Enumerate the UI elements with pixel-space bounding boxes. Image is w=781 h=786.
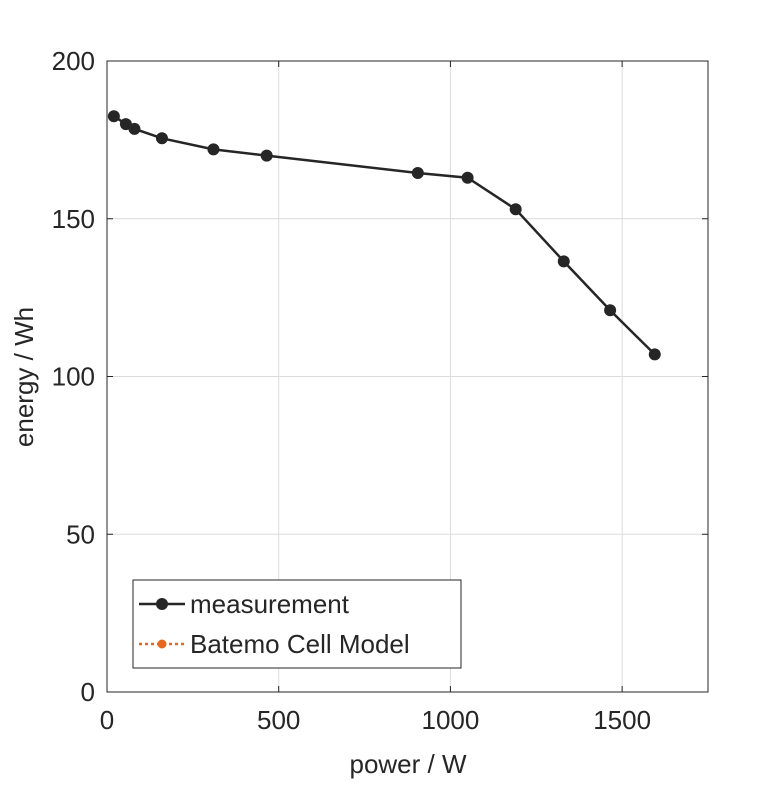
- series-layer: [107, 110, 661, 361]
- data-point: [260, 149, 273, 162]
- data-point: [107, 110, 120, 123]
- data-point: [411, 167, 424, 180]
- legend-label: measurement: [190, 589, 350, 619]
- axes-layer: 0 500 1000 1500 0 50 100 150 200: [52, 46, 709, 735]
- y-tick-label: 100: [52, 362, 95, 392]
- data-point: [509, 203, 522, 216]
- x-axis-label: power / W: [349, 749, 466, 779]
- x-tick-label: 500: [257, 705, 300, 735]
- y-tick-label: 150: [52, 204, 95, 234]
- data-point: [604, 304, 617, 317]
- data-point: [557, 255, 570, 268]
- legend: measurement Batemo Cell Model: [132, 579, 462, 669]
- y-tick-label: 50: [66, 519, 95, 549]
- series-line: [113, 115, 656, 356]
- y-tick-label: 0: [81, 677, 95, 707]
- legend-box: [132, 579, 462, 669]
- x-tick-label: 1500: [593, 705, 651, 735]
- legend-marker: [156, 598, 168, 610]
- data-point: [648, 348, 661, 361]
- data-point: [128, 122, 141, 135]
- data-point: [207, 143, 220, 156]
- x-tick-label: 1000: [422, 705, 480, 735]
- y-tick-label: 200: [52, 46, 95, 76]
- y-axis-label: energy / Wh: [9, 307, 39, 447]
- data-point: [461, 171, 474, 184]
- x-tick-label: 0: [100, 705, 114, 735]
- data-point: [155, 132, 168, 145]
- legend-marker: [157, 639, 167, 649]
- legend-label: Batemo Cell Model: [190, 629, 410, 659]
